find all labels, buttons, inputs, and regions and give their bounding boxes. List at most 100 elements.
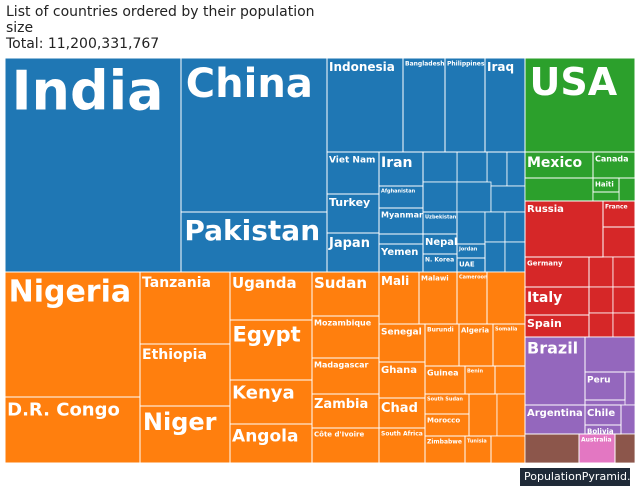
tile-rect (458, 323, 494, 367)
tile-malawi[interactable]: Malawi (418, 271, 458, 325)
tile-sudan[interactable]: Sudan (311, 271, 380, 317)
tile-label: Afghanistan (381, 189, 416, 195)
tile-canada[interactable]: Canada (592, 151, 636, 179)
tile-label: Argentina (527, 408, 583, 419)
tile-haiti[interactable]: Haiti (592, 177, 620, 193)
tile-ethiopia[interactable]: Ethiopia (139, 343, 231, 407)
tile-label: Brazil (527, 339, 578, 358)
tile-algeria[interactable]: Algeria (458, 323, 494, 367)
tile-rect (464, 435, 492, 464)
tile-label: Japan (328, 236, 370, 251)
tile-viet-nam[interactable]: Viet Nam (326, 151, 380, 195)
chart-title-line-1: List of countries ordered by their popul… (6, 4, 315, 20)
tile-france[interactable]: France (602, 200, 636, 228)
tile-label: Russia (527, 204, 564, 215)
tile-uzbekistan[interactable]: Uzbekistan (422, 211, 458, 235)
tile-iran[interactable]: Iran (378, 151, 424, 187)
tile-chad[interactable]: Chad (378, 397, 426, 429)
tile-india[interactable]: India (4, 57, 182, 273)
tile-senegal[interactable]: Senegal (378, 323, 426, 363)
tile-cameroon[interactable]: Cameroon (456, 271, 488, 325)
tile-label: UAE (459, 260, 475, 268)
tile-label: Kenya (232, 383, 295, 404)
tile-c-te-d-ivoire[interactable]: Côte d'Ivoire (311, 427, 380, 464)
tile-rect (326, 151, 380, 195)
tile-zimbabwe[interactable]: Zimbabwe (424, 435, 466, 464)
tile-brazil[interactable]: Brazil (524, 336, 586, 406)
tile-egypt[interactable]: Egypt (229, 319, 313, 381)
tile-burundi[interactable]: Burundi (424, 323, 460, 367)
tile-germany[interactable]: Germany (524, 256, 590, 288)
tile-afghanistan[interactable]: Afghanistan (378, 185, 424, 209)
tile-rect (139, 271, 231, 345)
watermark-badge[interactable]: PopulationPyramid.net (520, 468, 630, 486)
tile-turkey[interactable]: Turkey (326, 193, 380, 234)
tile-usa[interactable]: USA (524, 57, 636, 153)
tile-label: Bangladesh (405, 61, 445, 68)
tile-zambia[interactable]: Zambia (311, 393, 380, 429)
tile-ghana[interactable]: Ghana (378, 361, 426, 399)
tile-unlabeled (506, 151, 526, 187)
tile-label: France (605, 204, 628, 211)
tile-rect (378, 207, 424, 235)
tile-mali[interactable]: Mali (378, 271, 420, 325)
tile-rect (492, 323, 526, 367)
tile-morocco[interactable]: Morocco (424, 413, 470, 437)
tile-nigeria[interactable]: Nigeria (4, 271, 141, 398)
tile-tanzania[interactable]: Tanzania (139, 271, 231, 345)
tile-myanmar[interactable]: Myanmar (378, 207, 424, 235)
tile-australia[interactable]: Australia (578, 433, 616, 464)
tile-label: Zambia (314, 397, 368, 412)
tile-iraq[interactable]: Iraq (484, 57, 526, 153)
tile-d-r-congo[interactable]: D.R. Congo (4, 396, 141, 464)
tile-unlabeled (614, 433, 636, 464)
tile-yemen[interactable]: Yemen (378, 243, 424, 273)
tile-uganda[interactable]: Uganda (229, 271, 313, 321)
tile-argentina[interactable]: Argentina (524, 404, 586, 435)
tile-label: Italy (527, 290, 562, 306)
tile-unlabeled (456, 151, 488, 183)
tile-guinea[interactable]: Guinea (424, 365, 466, 395)
tile-niger[interactable]: Niger (139, 405, 231, 464)
tile-south-sudan[interactable]: South Sudan (424, 393, 470, 415)
tile-nepal[interactable]: Nepal (422, 233, 458, 255)
tile-south-africa[interactable]: South Africa (378, 427, 426, 464)
tile-unlabeled (490, 185, 526, 213)
tile-russia[interactable]: Russia (524, 200, 604, 258)
tile-madagascar[interactable]: Madagascar (311, 357, 380, 395)
tile-bangladesh[interactable]: Bangladesh (402, 57, 446, 153)
tile-unlabeled (484, 211, 506, 243)
tile-label: Viet Nam (329, 155, 375, 165)
tile-label: D.R. Congo (7, 400, 120, 421)
tile-rect (578, 433, 616, 464)
tile-unlabeled (456, 181, 492, 213)
tile-label: Turkey (329, 196, 370, 209)
tile-pakistan[interactable]: Pakistan (180, 211, 328, 273)
tile-angola[interactable]: Angola (229, 423, 313, 464)
tile-label: Uganda (232, 274, 297, 292)
tile-unlabeled (504, 211, 526, 243)
tile-spain[interactable]: Spain (524, 314, 590, 338)
tile-kenya[interactable]: Kenya (229, 379, 313, 425)
tile-mozambique[interactable]: Mozambique (311, 315, 380, 359)
chart-title-line-2: size (6, 20, 34, 36)
tile-philippines[interactable]: Philippines (444, 57, 486, 153)
tile-tunisia[interactable]: Tunisia (464, 435, 492, 464)
tile-chile[interactable]: Chile (584, 404, 622, 426)
tile-rect (180, 57, 328, 213)
tile-indonesia[interactable]: Indonesia (326, 57, 404, 153)
tile-unlabeled (490, 435, 526, 464)
tile-jordan[interactable]: Jordan (456, 243, 486, 259)
tile-china[interactable]: China (180, 57, 328, 213)
tile-rect (418, 271, 458, 325)
tile-japan[interactable]: Japan (326, 232, 380, 273)
tile-label: Madagascar (314, 360, 369, 369)
tile-peru[interactable]: Peru (584, 371, 626, 401)
tile-mexico[interactable]: Mexico (524, 151, 594, 179)
tile-uae[interactable]: UAE (456, 257, 486, 273)
tile-benin[interactable]: Benin (464, 365, 496, 395)
tile-somalia[interactable]: Somalia (492, 323, 526, 367)
tile-n-korea[interactable]: N. Korea (422, 253, 458, 273)
tile-italy[interactable]: Italy (524, 286, 590, 316)
tile-label: Ghana (381, 365, 417, 376)
